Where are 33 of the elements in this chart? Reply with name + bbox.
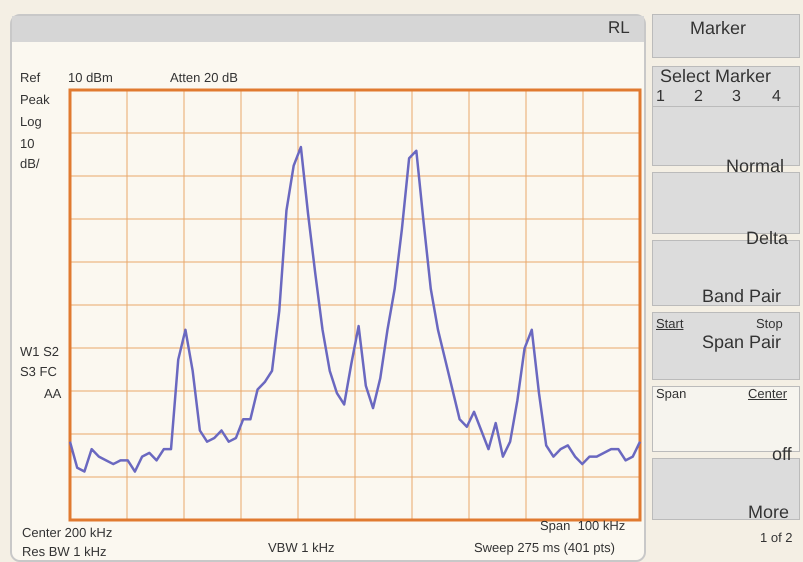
text: Sweep 275 ms (401 pts) <box>474 540 615 555</box>
text: 10 <box>20 136 34 151</box>
text: Select Marker <box>660 66 772 87</box>
text: Peak <box>20 92 50 107</box>
text: S3 FC <box>20 364 57 379</box>
text: AA <box>44 386 62 401</box>
text: Log <box>20 114 42 129</box>
text: VBW 1 kHz <box>268 540 334 555</box>
text: Band Pair <box>702 286 782 307</box>
text: Marker <box>690 18 746 39</box>
text: dB/ <box>20 156 40 171</box>
text: off <box>772 444 792 465</box>
text: 3 <box>732 88 741 106</box>
text: 4 <box>772 88 781 106</box>
text: 1 <box>656 88 665 106</box>
text: Span <box>656 386 686 401</box>
text: Center <box>748 386 788 401</box>
text: Delta <box>746 228 788 249</box>
text: Start <box>656 316 684 331</box>
text: 10 dBm <box>68 70 113 85</box>
text: RL <box>608 18 630 38</box>
text: Stop <box>756 316 783 331</box>
text: Normal <box>726 156 784 177</box>
text: Res BW 1 kHz <box>22 544 107 559</box>
text: 2 <box>694 88 703 106</box>
text: 1 of 2 <box>760 530 793 545</box>
text: W1 S2 <box>20 344 60 359</box>
text: Atten 20 dB <box>170 70 238 85</box>
text: Ref <box>20 70 40 85</box>
text: Center 200 kHz <box>22 525 112 540</box>
annotation: Span 100 kHz <box>540 518 626 533</box>
text: Span Pair <box>702 332 782 353</box>
text: More <box>748 502 790 523</box>
